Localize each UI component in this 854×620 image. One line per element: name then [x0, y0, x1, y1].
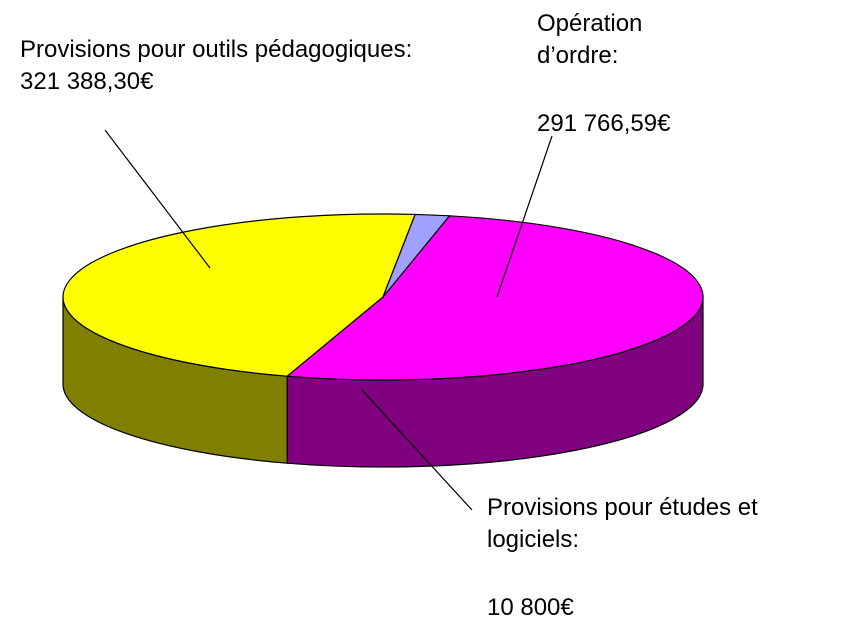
category-label: Provisions pour études et logiciels: — [487, 494, 758, 553]
slice — [382, 213, 451, 298]
slice-label: Opération d’ordre: 291 766,59€ — [537, 8, 677, 140]
slice-label: Provisions pour études et logiciels: 10 … — [487, 492, 837, 620]
category-label: Provisions pour outils pédagogiques: — [20, 36, 413, 63]
leader-line — [361, 389, 473, 511]
slices — [62, 213, 704, 468]
slice — [285, 215, 704, 381]
category-label: Opération d’ordre: — [537, 10, 643, 69]
value-label: 291 766,59€ — [537, 110, 671, 137]
slice — [62, 213, 417, 377]
leader-line — [496, 135, 553, 298]
value-label: 321 388,30€ — [20, 68, 154, 95]
value-label: 10 800€ — [487, 594, 574, 620]
leader-line — [104, 129, 211, 269]
slice-label: Provisions pour outils pédagogiques: 321… — [20, 34, 420, 98]
